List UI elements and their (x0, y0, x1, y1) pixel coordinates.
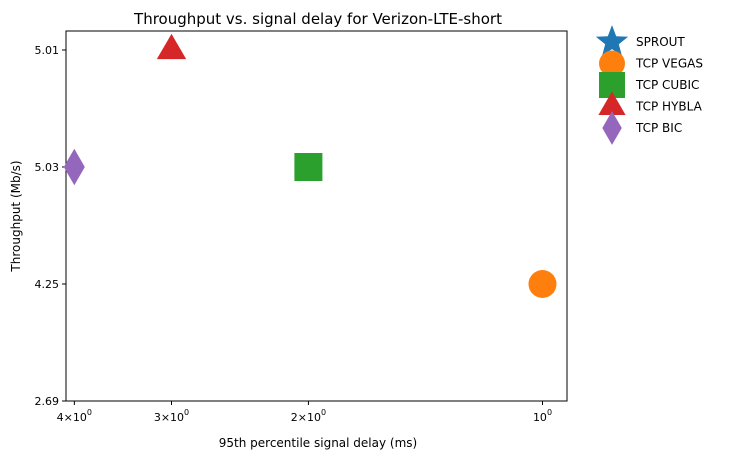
y-axis-label: Throughput (Mb/s) (9, 160, 23, 272)
y-axis: 2.69 4.25 5.03 5.01 (35, 44, 66, 408)
plot-area (65, 30, 568, 402)
legend-marker-tcp-cubic (599, 72, 625, 98)
x-tick-label-0: 4×100 (57, 408, 92, 424)
y-tick-label-0: 2.69 (35, 395, 60, 408)
legend-label-tcp-hybla: TCP HYBLA (635, 100, 703, 114)
legend-marker-tcp-vegas (599, 50, 625, 77)
x-axis-label: 95th percentile signal delay (ms) (219, 436, 417, 450)
point-tcp-vegas (528, 270, 557, 298)
legend-marker-sprout (595, 25, 629, 56)
x-axis: 4×100 3×100 2×100 100 (57, 401, 552, 424)
legend-label-tcp-vegas: TCP VEGAS (635, 57, 703, 71)
chart-title: Throughput vs. signal delay for Verizon-… (133, 10, 502, 28)
y-tick-label-1: 4.25 (35, 278, 60, 291)
legend-marker-tcp-hybla (598, 91, 626, 115)
y-tick-label-2: 5.03 (35, 161, 60, 174)
point-tcp-bic (63, 148, 85, 186)
x-tick-label-1: 3×100 (154, 408, 189, 424)
y-tick-label-3: 5.01 (35, 44, 60, 57)
data-points (63, 33, 557, 298)
point-tcp-cubic (294, 153, 323, 181)
x-tick-label-2: 2×100 (291, 408, 326, 424)
legend-label-tcp-cubic: TCP CUBIC (635, 78, 699, 92)
legend: SPROUT TCP VEGAS TCP CUBIC TCP HYBLA TCP BIC (595, 25, 703, 145)
point-tcp-hybla (156, 33, 187, 60)
legend-label-sprout: SPROUT (636, 35, 685, 49)
legend-marker-tcp-bic (602, 111, 622, 145)
x-tick-label-3: 100 (533, 408, 552, 424)
legend-label-tcp-bic: TCP BIC (635, 121, 682, 135)
